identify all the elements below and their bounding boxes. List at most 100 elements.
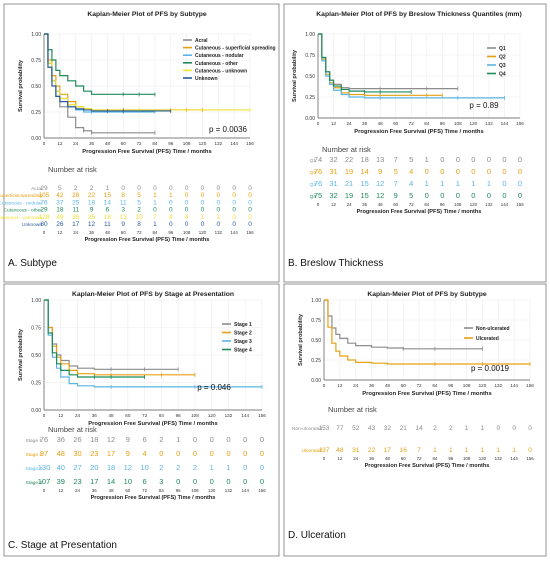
risk-value: 0 [201, 221, 205, 228]
legend-label: Cutaneous - other [195, 61, 238, 67]
risk-value: 0 [216, 185, 220, 192]
y-tick-label: 0.50 [31, 353, 41, 359]
risk-value: 0 [226, 477, 230, 486]
risk-value: 31 [329, 179, 337, 188]
risk-value: 21 [345, 179, 353, 188]
km-curve-3 [318, 33, 505, 99]
legend-label: Cutaneous - nodular [195, 53, 244, 59]
risk-value: 11 [120, 199, 127, 206]
risk-x-tick: 72 [409, 202, 414, 207]
risk-value: 2 [449, 425, 453, 432]
x-tick-label: 60 [401, 383, 407, 388]
risk-x-tick: 108 [463, 456, 471, 461]
y-tick-label: 0.50 [311, 338, 321, 344]
risk-value: 17 [107, 449, 115, 458]
risk-value: 36 [57, 435, 65, 444]
risk-value: 11 [104, 221, 111, 228]
risk-value: 32 [384, 425, 392, 432]
x-tick-label: 48 [105, 141, 111, 146]
risk-value: 12 [376, 191, 384, 200]
x-axis-title: Progression Free Survival (PFS) Time / m… [88, 421, 217, 427]
risk-value: 76 [40, 199, 48, 206]
risk-value: 18 [360, 155, 368, 164]
risk-value: 7 [153, 214, 157, 221]
risk-value: 0 [185, 199, 189, 206]
risk-value: 0 [210, 477, 214, 486]
risk-value: 1 [449, 447, 453, 454]
risk-value: 1 [226, 463, 230, 472]
risk-value: 29 [40, 207, 48, 214]
x-tick-label: 60 [393, 121, 399, 126]
risk-value: 1 [169, 192, 173, 199]
risk-x-tick: 156 [516, 202, 524, 207]
risk-value: 107 [38, 477, 51, 486]
risk-value: 0 [528, 447, 532, 454]
risk-value: 0 [201, 185, 205, 192]
x-tick-label: 156 [516, 121, 524, 126]
p-value: p = 0.046 [197, 383, 231, 392]
risk-value: 2 [159, 435, 163, 444]
risk-value: 0 [169, 185, 173, 192]
x-tick-label: 60 [125, 413, 131, 418]
y-tick-label: 0.50 [31, 84, 41, 90]
risk-value: 18 [56, 207, 64, 214]
risk-value: 31 [352, 447, 360, 454]
legend-label: Stage 1 [234, 322, 252, 328]
risk-table-title: Number at risk [322, 145, 371, 154]
risk-value: 76 [314, 179, 322, 188]
x-tick-label: 156 [526, 383, 534, 388]
risk-x-tick: 144 [510, 456, 518, 461]
risk-value: 0 [502, 191, 506, 200]
y-tick-label: 0.25 [305, 95, 315, 101]
risk-x-tick: 0 [43, 488, 46, 493]
risk-value: 18 [107, 463, 115, 472]
risk-row-label: Stage 4 [25, 480, 42, 486]
risk-value: 0 [216, 199, 220, 206]
risk-value: 5 [58, 185, 62, 192]
legend-label: Q2 [499, 55, 506, 61]
risk-value: 32 [329, 191, 337, 200]
risk-value: 0 [153, 207, 157, 214]
risk-row-label: Q4 [310, 194, 317, 200]
x-tick-label: 24 [353, 383, 359, 388]
risk-value: 9 [378, 167, 382, 176]
km-curve-4 [44, 299, 145, 378]
risk-value: 0 [518, 155, 522, 164]
risk-value: 4 [409, 167, 413, 176]
legend-label: Ulcerated [476, 336, 499, 342]
risk-x-tick: 12 [337, 456, 342, 461]
risk-value: 43 [368, 425, 376, 432]
risk-value: 10 [135, 214, 143, 221]
risk-x-tick: 120 [199, 230, 207, 235]
panel-caption: D. Ulceration [288, 530, 346, 541]
risk-value: 1 [465, 447, 469, 454]
risk-value: 0 [243, 477, 247, 486]
risk-value: 74 [314, 155, 322, 164]
risk-value: 18 [88, 199, 96, 206]
x-tick-label: 132 [494, 383, 502, 388]
km-curve-3 [44, 299, 262, 388]
x-tick-label: 12 [337, 383, 343, 388]
panel-caption: B. Breslow Thickness [288, 258, 383, 269]
risk-x-tick: 84 [432, 456, 437, 461]
x-axis-title: Progression Free Survival (PFS) Time / m… [362, 391, 491, 397]
risk-value: 49 [56, 214, 64, 221]
risk-row-label: Cutaneous - unknown [0, 215, 42, 221]
risk-value: 23 [90, 449, 98, 458]
risk-x-tick: 144 [501, 202, 509, 207]
risk-value: 0 [153, 185, 157, 192]
risk-value: 5 [137, 192, 141, 199]
risk-value: 15 [360, 179, 368, 188]
risk-x-tick: 36 [362, 202, 367, 207]
p-value: p = 0.0036 [209, 125, 248, 134]
risk-x-tick: 120 [470, 202, 478, 207]
risk-value: 39 [57, 477, 65, 486]
legend-label: Q1 [499, 46, 506, 52]
legend-label: Unknown [195, 76, 218, 82]
risk-value: 0 [260, 477, 264, 486]
risk-value: 1 [425, 155, 429, 164]
risk-value: 14 [104, 199, 112, 206]
risk-value: 0 [260, 449, 264, 458]
risk-x-tick: 96 [448, 456, 453, 461]
risk-value: 1 [456, 179, 460, 188]
